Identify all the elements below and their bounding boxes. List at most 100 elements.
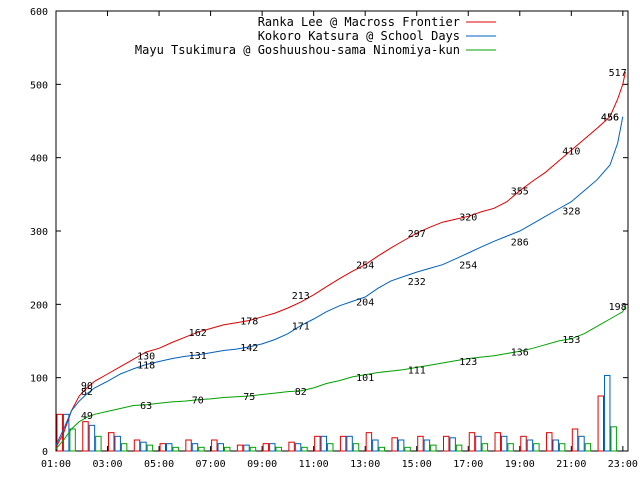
bar xyxy=(604,374,611,452)
bar xyxy=(339,435,347,452)
data-label: 178 xyxy=(240,316,258,327)
series-line xyxy=(55,305,626,450)
data-label: 142 xyxy=(240,343,258,354)
data-label: 130 xyxy=(137,352,155,363)
y-tick-label: 0 xyxy=(42,447,48,458)
bar xyxy=(397,439,405,452)
data-label: 410 xyxy=(562,146,580,157)
bar xyxy=(346,435,353,452)
bar xyxy=(571,428,579,452)
bar xyxy=(140,441,147,452)
bar xyxy=(198,446,205,452)
data-labels-group: 90 130 162 178 213 254 297 320 355 410 456 517 82 118… xyxy=(81,68,627,422)
bar xyxy=(223,446,231,452)
data-label: 123 xyxy=(459,357,477,368)
bar xyxy=(423,439,431,452)
bar xyxy=(249,446,257,452)
bar xyxy=(314,435,321,452)
data-label: 204 xyxy=(356,297,374,308)
bar xyxy=(288,441,295,452)
x-tick-label: 01:00 xyxy=(41,459,71,470)
bar xyxy=(468,432,476,452)
bar xyxy=(146,444,154,452)
data-label: 355 xyxy=(511,187,529,198)
bar xyxy=(172,446,179,452)
legend-label: Kokoro Katsura @ School Days xyxy=(258,29,460,43)
data-label: 101 xyxy=(356,373,374,384)
bar xyxy=(88,424,96,452)
data-label: 456 xyxy=(601,113,619,124)
bar xyxy=(533,443,540,452)
bar xyxy=(494,432,501,452)
x-axis: 01:00 03:00 05:00 07:00 09:00 11:00 13:00 15:00… xyxy=(41,11,638,470)
bar xyxy=(597,395,605,452)
bar xyxy=(610,426,617,452)
data-label: 49 xyxy=(81,411,93,422)
y-tick-label: 300 xyxy=(30,227,48,238)
bar xyxy=(500,435,508,452)
data-label: 286 xyxy=(511,237,529,248)
x-tick-label: 05:00 xyxy=(144,459,174,470)
bar xyxy=(159,443,167,452)
y-axis: 0 100 200 300 400 500 600 xyxy=(30,7,628,458)
bar xyxy=(191,443,199,452)
bar xyxy=(578,435,585,452)
bar xyxy=(269,443,276,452)
bar xyxy=(365,432,373,452)
data-label: 456 xyxy=(601,113,619,124)
data-label: 70 xyxy=(192,396,204,407)
legend-label: Mayu Tsukimura @ Goshuushou-sama Ninomiy… xyxy=(135,43,460,57)
bar xyxy=(108,432,115,452)
bar xyxy=(236,444,244,452)
data-label: 82 xyxy=(295,387,307,398)
data-label: 118 xyxy=(137,360,155,371)
legend-label: Ranka Lee @ Macross Frontier xyxy=(258,15,460,29)
data-label: 297 xyxy=(408,229,426,240)
x-tick-label: 17:00 xyxy=(453,459,483,470)
data-label: 328 xyxy=(562,206,580,217)
data-label: 82 xyxy=(81,387,93,398)
data-label: 131 xyxy=(189,351,207,362)
x-tick-label: 11:00 xyxy=(299,459,329,470)
bars-group xyxy=(56,374,617,452)
bar xyxy=(449,437,456,452)
data-label: 254 xyxy=(459,261,477,272)
bar xyxy=(391,437,398,452)
bar xyxy=(584,443,592,452)
y-tick-label: 500 xyxy=(30,80,48,91)
x-tick-label: 15:00 xyxy=(402,459,432,470)
bar xyxy=(69,428,76,452)
bar xyxy=(552,439,559,452)
bar xyxy=(275,446,282,452)
data-label: 153 xyxy=(562,335,580,346)
bar xyxy=(442,435,450,452)
plot-frame xyxy=(55,10,629,452)
bar xyxy=(481,443,489,452)
data-label: 136 xyxy=(511,347,529,358)
x-tick-label: 21:00 xyxy=(556,459,586,470)
data-label: 63 xyxy=(140,401,152,412)
series-line xyxy=(55,71,626,448)
bar xyxy=(185,439,192,452)
bar xyxy=(82,421,89,452)
data-label: 213 xyxy=(292,291,310,302)
bar xyxy=(546,432,553,452)
bar xyxy=(430,444,437,452)
bar xyxy=(327,443,334,452)
bar xyxy=(507,443,514,452)
x-tick-label: 13:00 xyxy=(350,459,380,470)
bar xyxy=(166,443,173,452)
data-label: 232 xyxy=(408,277,426,288)
data-label: 111 xyxy=(408,366,426,377)
x-tick-label: 09:00 xyxy=(247,459,277,470)
bar xyxy=(352,443,360,452)
bar xyxy=(404,446,411,452)
bar xyxy=(417,435,424,452)
x-tick-label: 07:00 xyxy=(196,459,226,470)
y-tick-label: 100 xyxy=(30,374,48,385)
data-label: 162 xyxy=(189,328,207,339)
bar xyxy=(320,435,328,452)
bar xyxy=(211,439,218,452)
